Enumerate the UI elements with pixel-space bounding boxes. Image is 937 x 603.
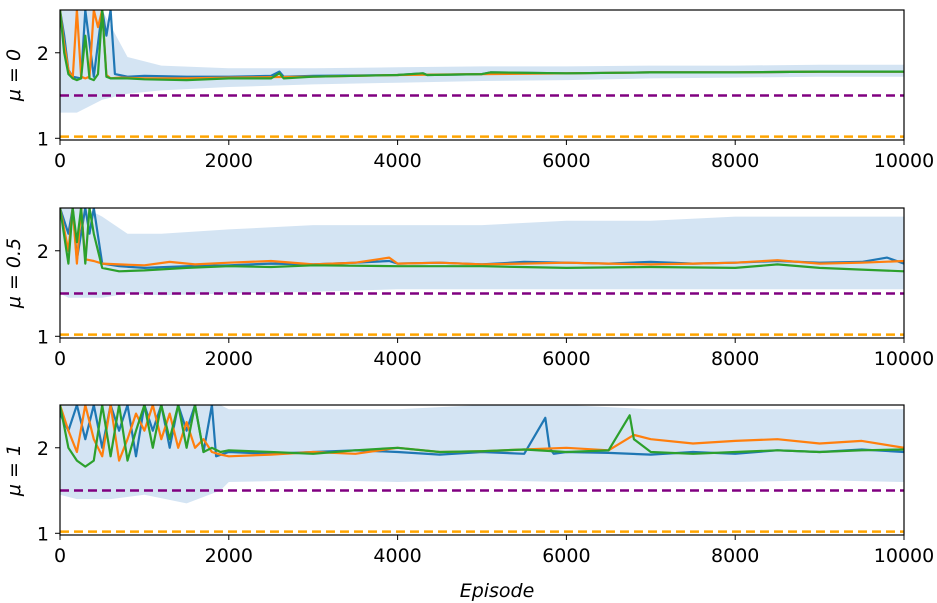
plot-area xyxy=(60,10,904,138)
x-tick-label: 6000 xyxy=(542,545,590,567)
panel-3: 0 2000 4000 6000 8000 10000 1 2 μ = 1 Episode xyxy=(3,404,934,602)
uncertainty-band xyxy=(60,405,904,504)
y-tick-label: 1 xyxy=(37,128,49,150)
x-tick-label: 6000 xyxy=(542,348,590,370)
x-tick-label: 6000 xyxy=(542,150,590,172)
plot-area xyxy=(60,208,904,336)
x-tick-label: 10000 xyxy=(874,150,934,172)
series-line-2 xyxy=(60,405,904,462)
series-line-3 xyxy=(60,405,904,468)
axes-frame xyxy=(59,404,905,536)
x-tick-label: 8000 xyxy=(711,545,759,567)
x-tick-label: 0 xyxy=(54,348,66,370)
y-tick-label: 2 xyxy=(37,241,49,263)
x-tick-label: 4000 xyxy=(373,348,421,370)
series-line-3 xyxy=(60,10,904,82)
axes-frame xyxy=(59,9,905,141)
x-axis-label: Episode xyxy=(460,580,535,602)
y-axis-label: μ = 0 xyxy=(3,49,25,102)
plot-area xyxy=(60,405,904,533)
y-axis-label: μ = 0.5 xyxy=(3,238,25,309)
axes-frame xyxy=(59,207,905,339)
x-tick-label: 4000 xyxy=(373,150,421,172)
x-tick-label: 2000 xyxy=(205,150,253,172)
uncertainty-band xyxy=(60,208,904,298)
x-tick-label: 10000 xyxy=(874,348,934,370)
x-tick-label: 2000 xyxy=(205,545,253,567)
uncertainty-band xyxy=(60,10,904,113)
x-tick-label: 0 xyxy=(54,150,66,172)
y-tick-label: 2 xyxy=(37,43,49,65)
x-tick-label: 8000 xyxy=(711,150,759,172)
y-tick-label: 1 xyxy=(37,326,49,348)
x-tick-label: 4000 xyxy=(373,545,421,567)
y-axis-label: μ = 1 xyxy=(3,444,25,497)
panel-2: 0 2000 4000 6000 8000 10000 1 2 μ = 0.5 xyxy=(3,207,934,370)
y-tick-label: 2 xyxy=(37,438,49,460)
x-tick-label: 2000 xyxy=(205,348,253,370)
y-tick-label: 1 xyxy=(37,523,49,545)
panel-1: 0 2000 4000 6000 8000 10000 1 2 μ = 0 xyxy=(3,9,934,172)
x-tick-label: 8000 xyxy=(711,348,759,370)
x-tick-label: 10000 xyxy=(874,545,934,567)
series-line-3 xyxy=(60,208,904,273)
x-tick-label: 0 xyxy=(54,545,66,567)
